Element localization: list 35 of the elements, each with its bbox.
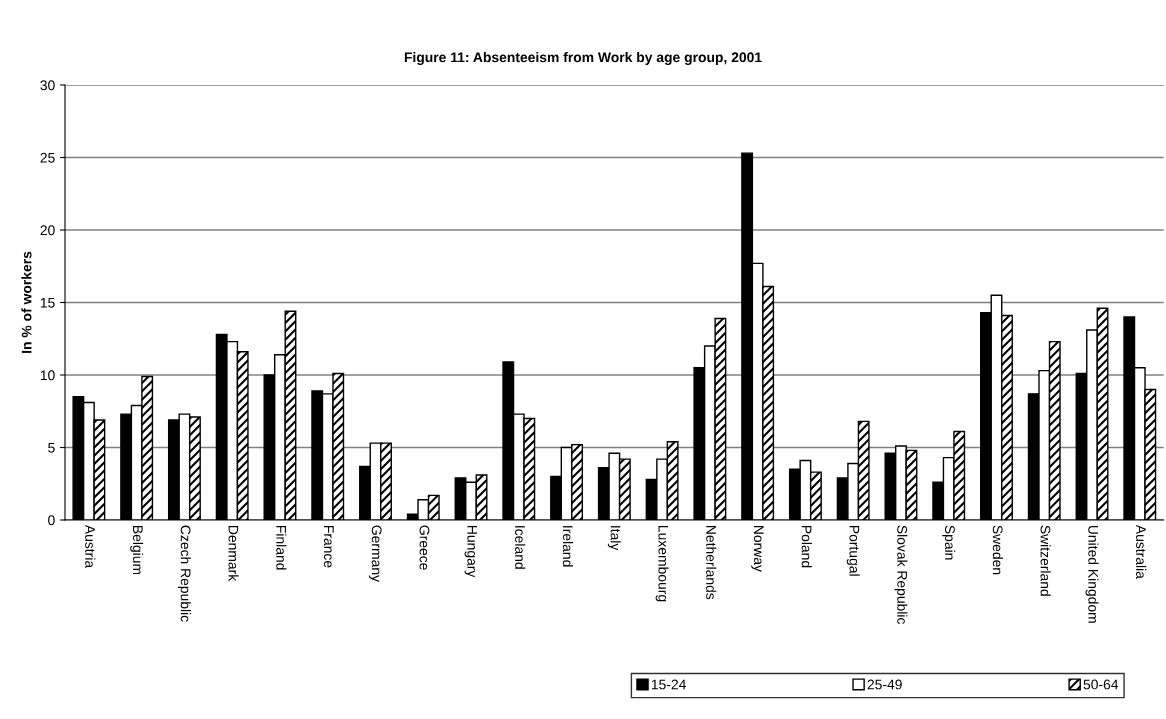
y-tick-label: 25 [40,152,55,163]
x-tick-label: Greece [419,525,430,570]
x-tick-label: Germany [369,525,382,582]
x-tick-label: Poland [801,526,812,568]
y-tick-label: 5 [48,442,55,453]
x-tick-label: Ireland [562,526,574,567]
x-tick-label: Iceland [515,526,526,569]
x-tick-label: Spain [942,525,956,560]
x-tick-label: Luxembourg [655,526,669,602]
y-tick-label: 0 [48,515,55,526]
x-tick-label: Hungary [464,526,477,578]
y-tick-label: 30 [40,80,55,91]
x-tick-label: United Kingdom [1085,525,1099,623]
x-tick-label: Italy [607,526,621,551]
x-tick-label: Denmark [228,526,239,582]
x-tick-label: Norway [751,526,764,572]
y-tick-label: 10 [40,370,55,381]
x-tick-label: Belgium [130,526,144,575]
x-tick-label: Austria [85,524,96,569]
x-tick-label: Netherlands [706,526,717,600]
y-tick-label: 20 [40,225,55,236]
x-tick-label: Switzerland [1040,525,1051,596]
legend-label: 25-49 [867,679,902,690]
x-tick-label: Sweden [992,525,1003,575]
x-tick-label: Portugal [846,526,860,576]
x-tick-label: Slovak Republic [894,525,908,625]
legend-label: 50-64 [1083,679,1119,690]
x-tick-label: Czech Republic [177,525,191,622]
chart-title: Figure 11: Absenteeism from Work by age group, 2001 [404,52,762,66]
x-tick-label: France [324,526,334,568]
legend-label: 15-24 [651,679,686,690]
y-tick-label: 15 [40,297,55,308]
y-axis-title: In % of workers [21,251,32,353]
x-tick-label: Finland [276,526,287,570]
x-tick-label: Australia [1136,524,1147,579]
